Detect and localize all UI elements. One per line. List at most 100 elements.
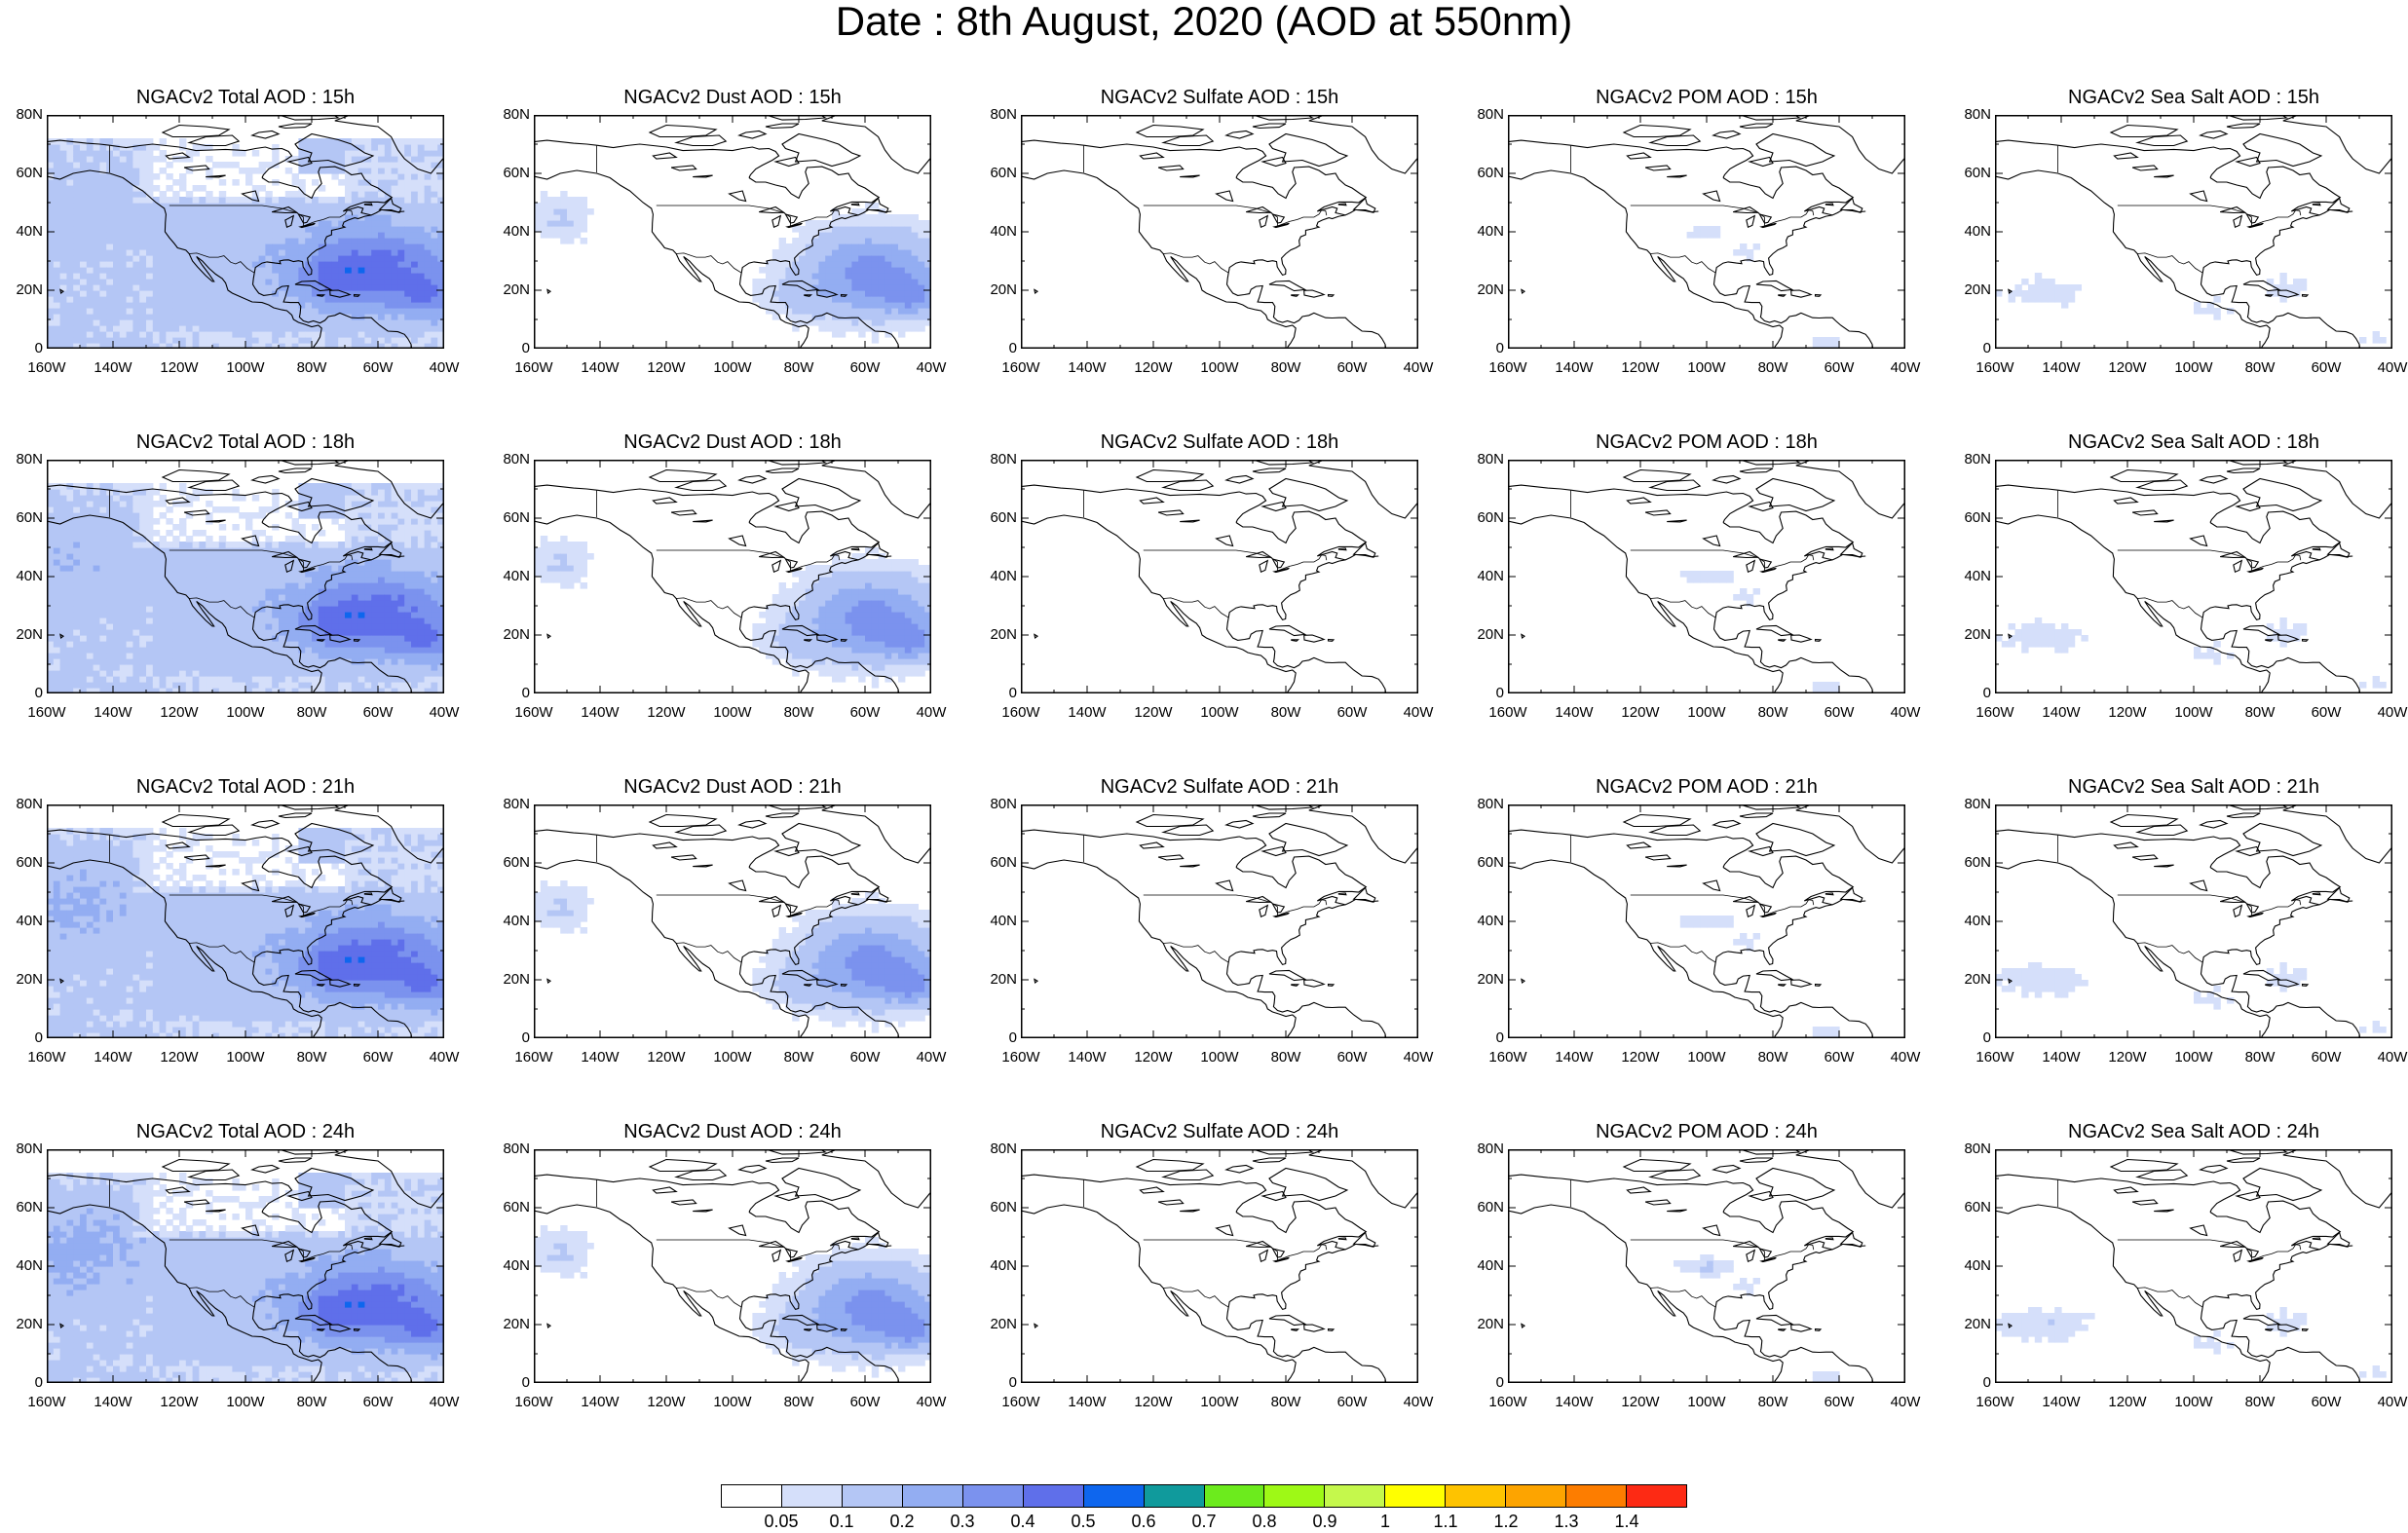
aod-cell bbox=[825, 255, 832, 262]
aod-cell bbox=[338, 319, 345, 326]
aod-cell bbox=[179, 623, 186, 630]
x-tick-label: 80W bbox=[2231, 360, 2289, 376]
aod-cell bbox=[106, 606, 113, 613]
aod-cell bbox=[371, 144, 378, 151]
aod-cell bbox=[418, 623, 425, 630]
aod-cell bbox=[146, 162, 153, 168]
aod-cell bbox=[905, 226, 912, 233]
coastline bbox=[2328, 199, 2350, 213]
aod-cell bbox=[206, 284, 212, 291]
aod-cell bbox=[160, 249, 167, 256]
aod-cell bbox=[166, 331, 172, 338]
aod-cell bbox=[166, 594, 172, 601]
aod-cell bbox=[132, 191, 139, 198]
aod-cell bbox=[113, 296, 120, 303]
aod-cell bbox=[212, 162, 219, 168]
aod-cell bbox=[292, 261, 299, 268]
aod-cell bbox=[279, 612, 285, 618]
aod-cell bbox=[199, 530, 206, 537]
aod-cell bbox=[272, 243, 279, 250]
aod-cell bbox=[66, 214, 73, 221]
aod-cell bbox=[139, 653, 146, 659]
aod-cell bbox=[60, 279, 67, 285]
aod-cell bbox=[193, 284, 200, 291]
aod-cell bbox=[378, 296, 385, 303]
aod-cell bbox=[153, 676, 160, 683]
aod-cell bbox=[186, 571, 193, 578]
aod-cell bbox=[918, 232, 924, 239]
aod-cell bbox=[418, 255, 425, 262]
aod-cell bbox=[884, 314, 891, 320]
aod-cell bbox=[73, 308, 80, 315]
aod-cell bbox=[212, 208, 219, 215]
x-tick-label: 80W bbox=[1257, 360, 1315, 376]
aod-cell bbox=[54, 296, 60, 303]
aod-cell bbox=[418, 658, 425, 665]
aod-cell bbox=[265, 594, 272, 601]
aod-cell bbox=[325, 203, 332, 209]
aod-cell bbox=[99, 623, 106, 630]
aod-cell bbox=[818, 261, 825, 268]
aod-cell bbox=[73, 331, 80, 338]
coastline bbox=[1217, 191, 1233, 202]
aod-cell bbox=[884, 319, 891, 326]
aod-cell bbox=[285, 582, 292, 589]
aod-cell bbox=[179, 238, 186, 244]
aod-cell bbox=[397, 542, 404, 548]
aod-cell bbox=[392, 653, 398, 659]
aod-cell bbox=[772, 267, 779, 274]
aod-cell bbox=[378, 565, 385, 572]
aod-cell bbox=[825, 249, 832, 256]
aod-cell bbox=[66, 232, 73, 239]
aod-cell bbox=[352, 676, 358, 683]
aod-cell bbox=[371, 588, 378, 595]
aod-cell bbox=[54, 506, 60, 513]
x-tick-label: 40W bbox=[1876, 360, 1935, 376]
aod-cell bbox=[245, 168, 252, 174]
aod-cell bbox=[186, 331, 193, 338]
aod-cell bbox=[160, 635, 167, 642]
aod-cell bbox=[425, 524, 432, 531]
aod-cell bbox=[120, 547, 127, 554]
aod-cell bbox=[364, 238, 371, 244]
aod-cell bbox=[193, 571, 200, 578]
aod-cell bbox=[418, 261, 425, 268]
aod-cell bbox=[172, 290, 179, 297]
aod-cell bbox=[54, 214, 60, 221]
aod-cell bbox=[378, 606, 385, 613]
aod-cell bbox=[146, 156, 153, 163]
aod-cell bbox=[385, 518, 392, 525]
aod-cell bbox=[80, 249, 87, 256]
aod-cell bbox=[912, 296, 919, 303]
aod-cell bbox=[891, 279, 898, 285]
aod-cell bbox=[312, 261, 319, 268]
coastline bbox=[1137, 126, 1203, 137]
aod-cell bbox=[127, 617, 133, 624]
aod-cell bbox=[292, 203, 299, 209]
aod-cell bbox=[179, 518, 186, 525]
aod-cell bbox=[66, 179, 73, 186]
aod-cell bbox=[80, 267, 87, 274]
aod-cell bbox=[891, 314, 898, 320]
aod-cell bbox=[252, 319, 259, 326]
aod-cell bbox=[239, 617, 245, 624]
aod-cell bbox=[80, 658, 87, 665]
aod-cell bbox=[87, 279, 94, 285]
aod-cell bbox=[54, 524, 60, 531]
aod-cell bbox=[212, 214, 219, 221]
aod-cell bbox=[172, 232, 179, 239]
aod-cell bbox=[872, 255, 879, 262]
aod-cell bbox=[226, 653, 233, 659]
aod-cell bbox=[99, 495, 106, 502]
aod-cell bbox=[193, 208, 200, 215]
aod-cell bbox=[160, 337, 167, 344]
aod-cell bbox=[352, 629, 358, 636]
aod-cell bbox=[245, 214, 252, 221]
aod-cell bbox=[73, 501, 80, 507]
aod-cell bbox=[1707, 232, 1713, 239]
aod-cell bbox=[99, 162, 106, 168]
aod-cell bbox=[120, 653, 127, 659]
aod-cell bbox=[331, 617, 338, 624]
aod-cell bbox=[193, 635, 200, 642]
aod-cell bbox=[364, 273, 371, 280]
